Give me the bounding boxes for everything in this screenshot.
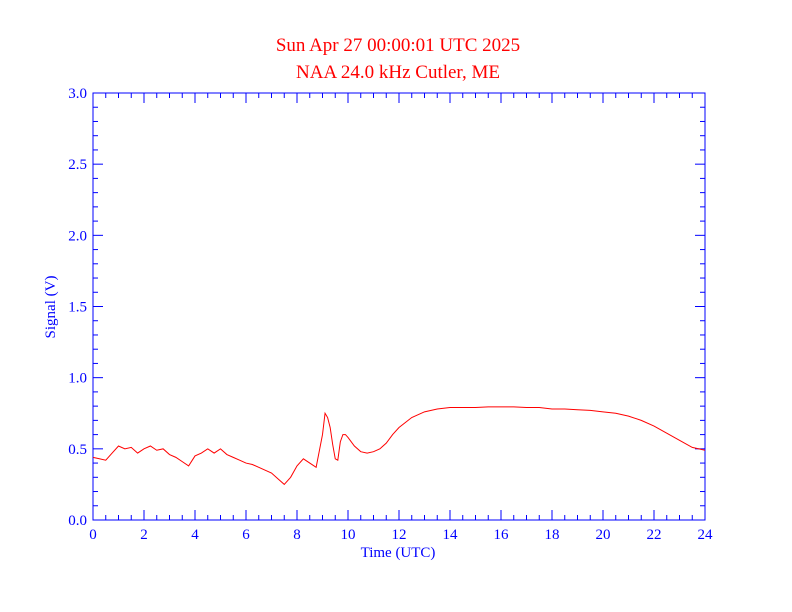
x-tick-label: 20	[596, 527, 611, 543]
series-layer	[92, 406, 706, 486]
x-tick-label: 12	[392, 527, 407, 543]
y-tick-label: 1.5	[68, 300, 87, 316]
chart-title: Sun Apr 27 00:00:01 UTC 2025	[276, 35, 520, 56]
x-axis-label: Time (UTC)	[361, 545, 436, 561]
x-tick-label: 4	[191, 527, 199, 543]
y-tick-label: 0.0	[68, 513, 87, 529]
x-tick-label: 0	[89, 527, 97, 543]
signal-series-line	[92, 406, 706, 486]
y-tick-label: 0.5	[68, 442, 87, 458]
y-tick-label: 2.0	[68, 228, 87, 244]
y-axis-label: Signal (V)	[43, 276, 59, 339]
x-tick-label: 16	[494, 527, 510, 543]
chart-subtitle: NAA 24.0 kHz Cutler, ME	[296, 62, 500, 83]
plot-frame	[92, 92, 706, 521]
y-tick-label: 2.5	[68, 157, 87, 173]
x-tick-label: 2	[140, 527, 148, 543]
x-tick-label: 8	[293, 527, 301, 543]
x-tick-label: 6	[242, 527, 250, 543]
y-tick-label: 1.0	[68, 371, 87, 387]
x-tick-label: 18	[545, 527, 560, 543]
x-tick-label: 24	[698, 527, 714, 543]
x-tick-label: 14	[443, 527, 459, 543]
plot-axes: 0 2 4 6 8 10 12 14 16 18 20 22 240.00.51.01.52.02.53…	[68, 86, 713, 543]
y-tick-label: 3.0	[68, 86, 87, 102]
x-tick-label: 10	[341, 527, 356, 543]
x-tick-label: 22	[647, 527, 662, 543]
